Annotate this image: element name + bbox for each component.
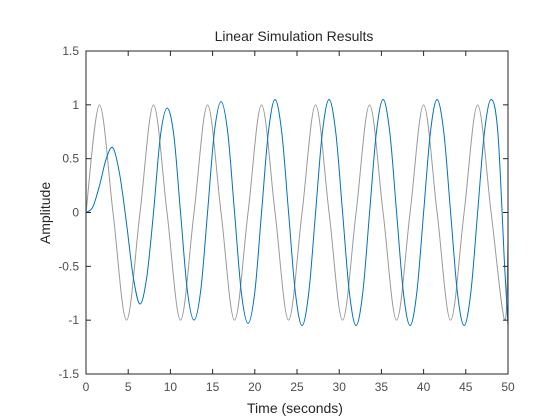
chart-title: Linear Simulation Results <box>215 28 374 44</box>
y-tick-label: 0 <box>72 206 79 220</box>
axes-background <box>86 51 508 374</box>
y-tick-label: 1.5 <box>62 44 79 58</box>
y-axis-label: Amplitude <box>37 182 53 244</box>
x-tick-label: 5 <box>125 380 132 394</box>
x-tick-label: 50 <box>501 380 515 394</box>
x-tick-label: 15 <box>206 380 220 394</box>
y-ticks: -1.5 -1 -0.5 0 0.5 1 1.5 <box>58 44 508 381</box>
x-tick-label: 30 <box>333 380 347 394</box>
plot-area: 0 5 10 15 20 25 30 35 40 45 50 -1.5 -1 -0.5 0 0.5 1 1.5 <box>58 44 515 394</box>
y-tick-label: -1 <box>68 313 79 327</box>
x-tick-label: 10 <box>164 380 178 394</box>
x-ticks: 0 5 10 15 20 25 30 35 40 45 50 <box>83 51 515 394</box>
y-tick-label: -0.5 <box>58 259 79 273</box>
x-tick-label: 35 <box>375 380 389 394</box>
x-tick-label: 45 <box>459 380 473 394</box>
x-tick-label: 25 <box>290 380 304 394</box>
y-tick-label: 0.5 <box>62 152 79 166</box>
y-tick-label: -1.5 <box>58 367 79 381</box>
x-tick-label: 0 <box>83 380 90 394</box>
x-tick-label: 40 <box>417 380 431 394</box>
series-layer <box>86 98 508 327</box>
x-axis-label: Time (seconds) <box>247 400 343 416</box>
series-line-input <box>86 104 508 321</box>
series-line-response <box>86 98 508 327</box>
x-tick-label: 20 <box>248 380 262 394</box>
y-tick-label: 1 <box>72 98 79 112</box>
